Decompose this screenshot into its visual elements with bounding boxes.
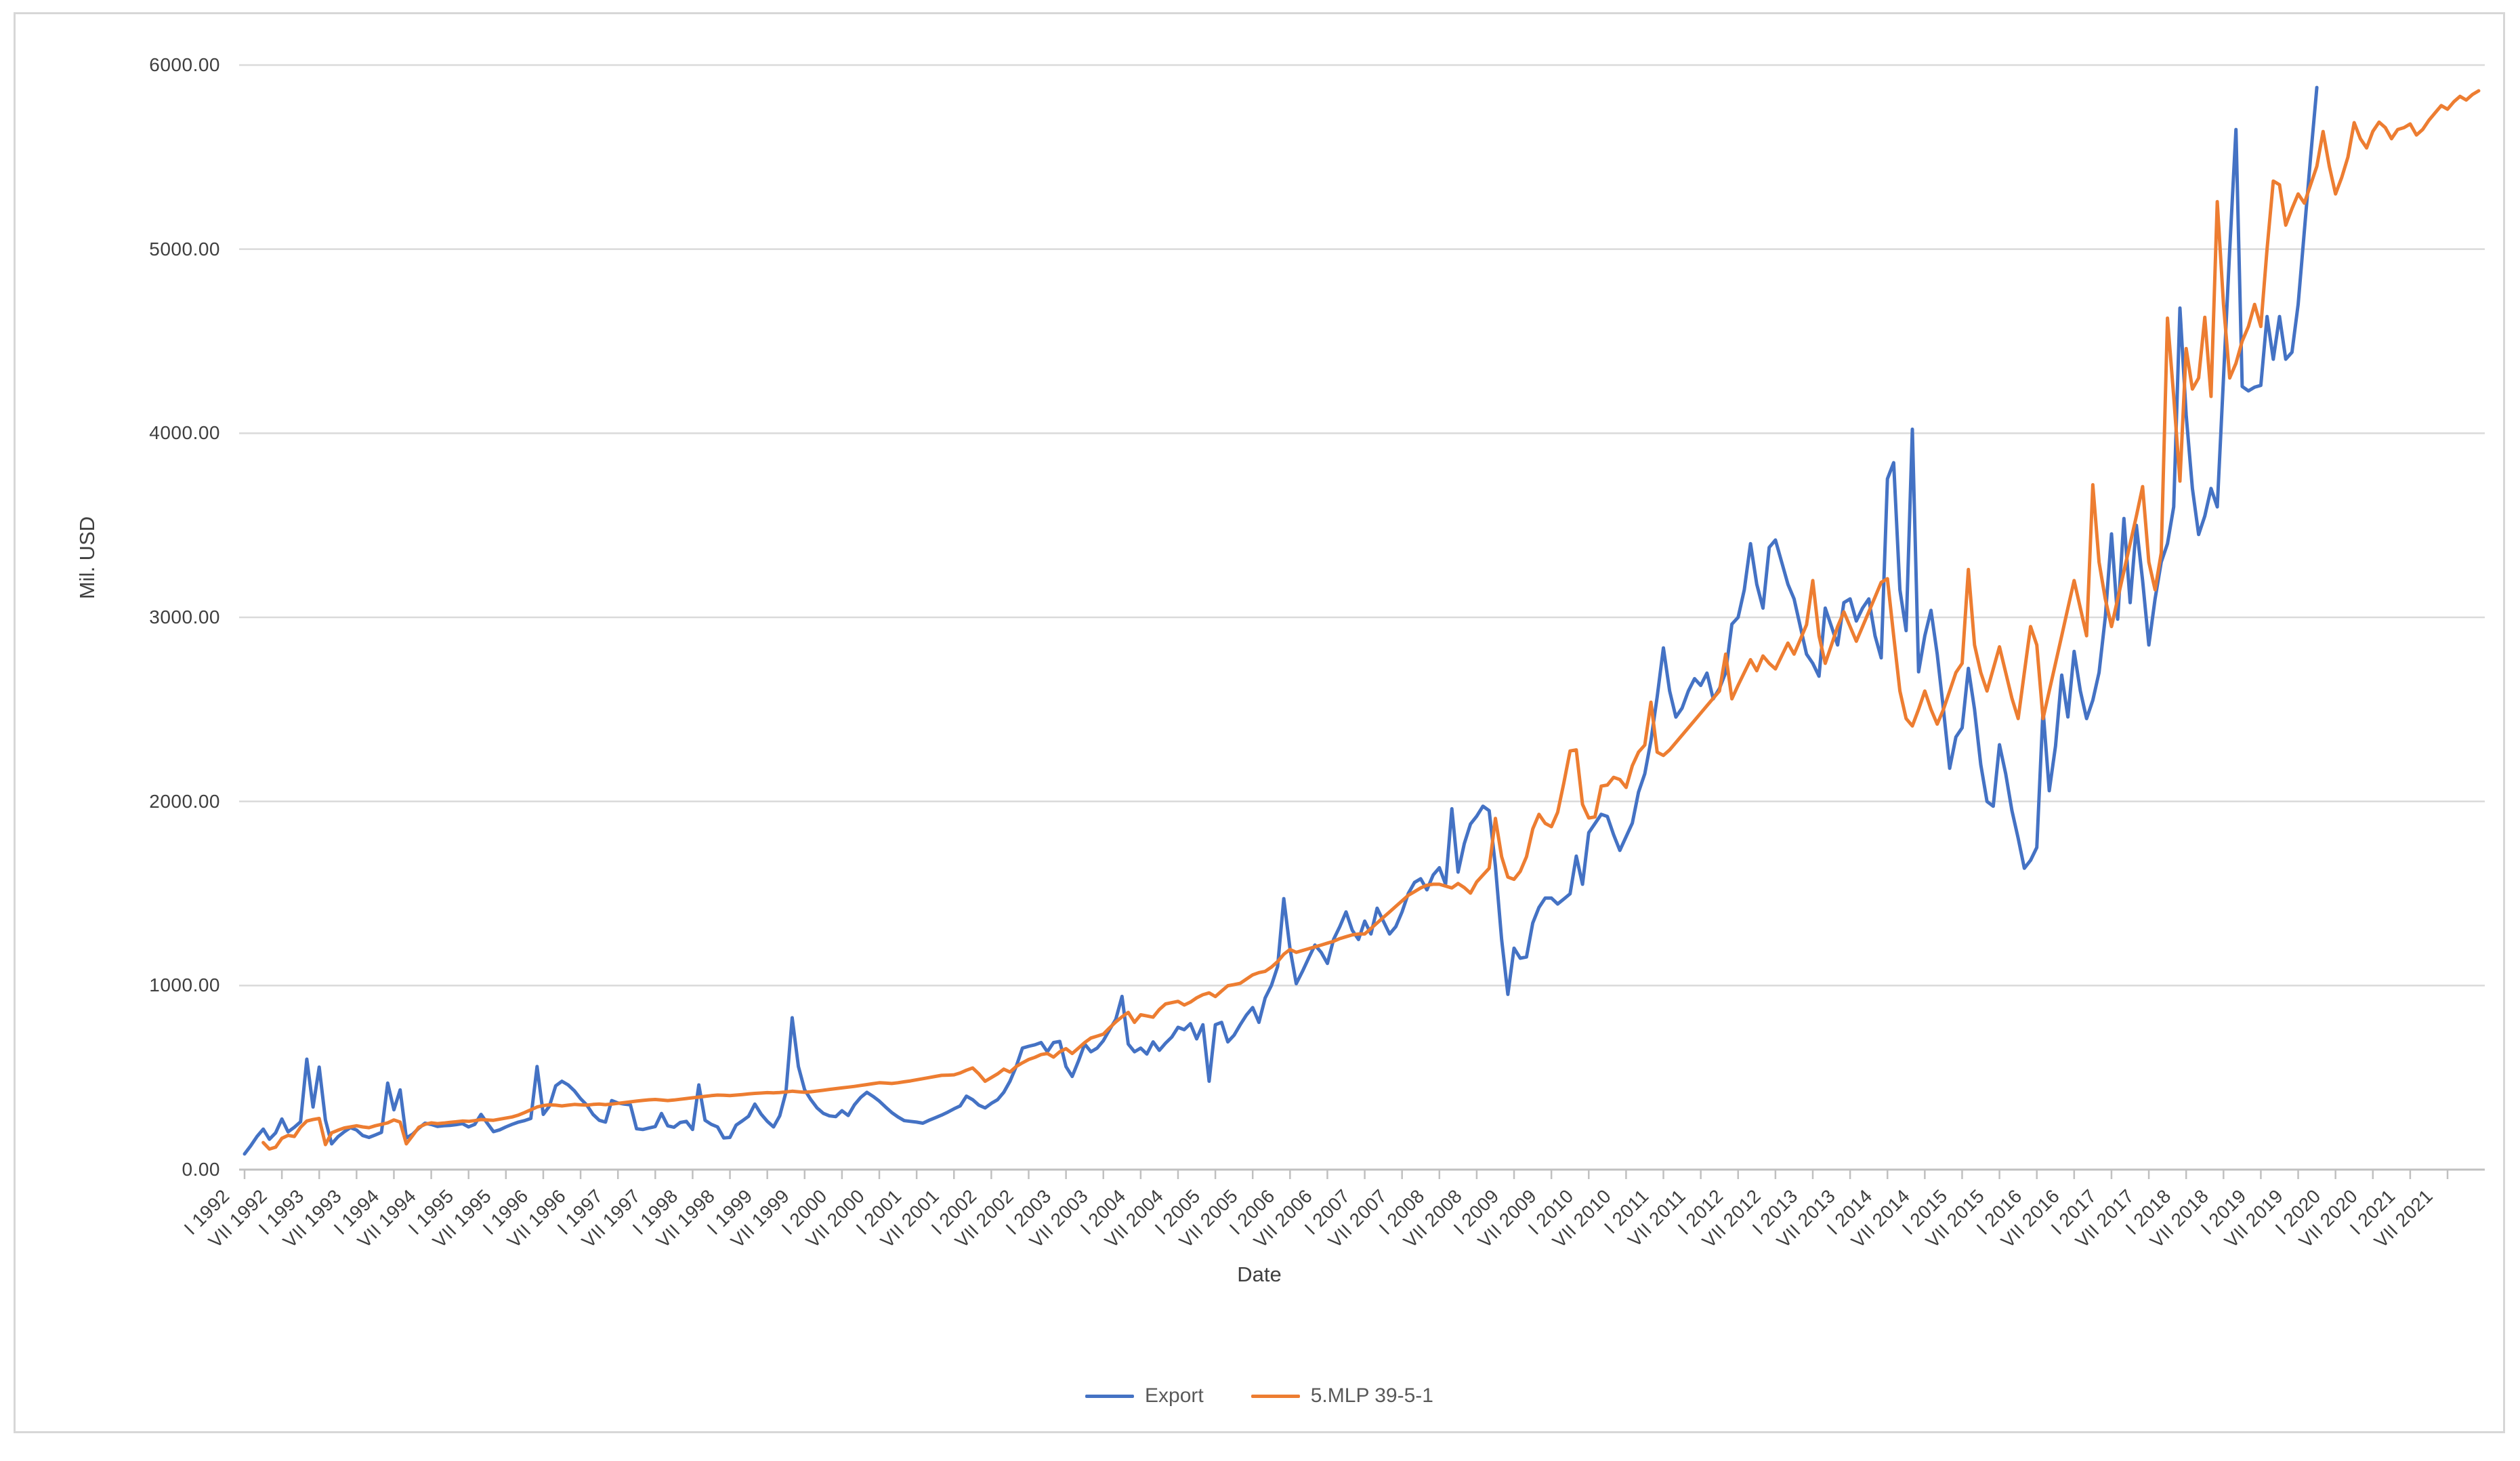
export-line-swatch-icon <box>1085 1394 1135 1398</box>
y-axis-title: Mil. USD <box>75 516 99 600</box>
y-axis-tick-label: 6000.00 <box>149 54 220 75</box>
legend: Export 5.MLP 39-5-1 <box>16 1384 2503 1407</box>
y-axis-tick-label: 3000.00 <box>149 606 220 627</box>
legend-item-export[interactable]: Export <box>1085 1384 1204 1407</box>
legend-label-export: Export <box>1145 1384 1204 1407</box>
chart-frame[interactable]: 0.00 1000.00 2000.00 3000.00 4000.00 5000.00 6… <box>14 12 2505 1433</box>
series-line-export[interactable] <box>243 85 2319 1156</box>
legend-item-mlp[interactable]: 5.MLP 39-5-1 <box>1251 1384 1433 1407</box>
y-axis-tick-label: 4000.00 <box>149 422 220 444</box>
mlp-line-swatch-icon <box>1251 1394 1300 1398</box>
line-chart-plot-area <box>239 64 2485 1179</box>
y-axis-tick-label: 1000.00 <box>149 974 220 996</box>
y-axis-tick-label: 2000.00 <box>149 790 220 812</box>
series-line-5-mlp-39-5-1[interactable] <box>261 89 2481 1151</box>
x-axis-title: Date <box>1237 1262 1282 1286</box>
legend-label-mlp: 5.MLP 39-5-1 <box>1310 1384 1433 1407</box>
y-axis-tick-label: 5000.00 <box>149 238 220 260</box>
y-axis-tick-label: 0.00 <box>182 1159 220 1180</box>
